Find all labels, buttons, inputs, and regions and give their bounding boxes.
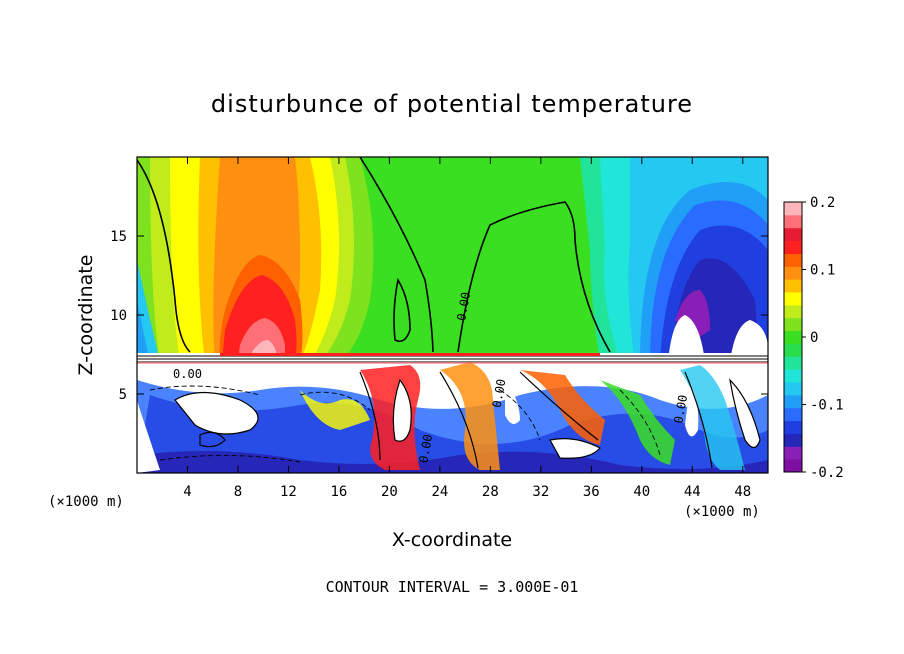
x-tick-label: 4	[183, 484, 191, 500]
contour-label: 0.00	[454, 291, 473, 322]
contour-label: 0.00	[416, 433, 435, 464]
colorbar-swatch	[784, 382, 802, 396]
colorbar-swatch	[784, 317, 802, 332]
lower-field	[137, 361, 768, 473]
x-tick-label: 48	[734, 484, 751, 500]
y-axis: 5 10 15	[110, 229, 768, 403]
colorbar-swatch	[784, 304, 802, 319]
boundary-band	[137, 353, 768, 364]
colorbar-swatch	[784, 446, 802, 460]
colorbar-swatch	[784, 459, 802, 473]
colorbar-tick-label: 0	[810, 330, 818, 346]
x-axis: 4 8 12 16 20 24 28 32 36 40 44 48	[183, 157, 751, 500]
y-tick-label: 15	[110, 229, 127, 245]
y-axis-label: Z-coordinate	[75, 255, 97, 376]
colorbar-swatch	[784, 227, 802, 242]
x-unit-left: (×1000 m)	[48, 494, 124, 510]
colorbar-swatch	[784, 240, 802, 254]
contour-label: 0.00	[490, 378, 509, 409]
plot-area: 0.00 0.00 0.00 0.00 0.00	[137, 157, 768, 473]
cold-edge-left	[137, 260, 160, 362]
colorbar-swatch	[784, 202, 802, 216]
x-tick-label: 8	[234, 484, 242, 500]
contour-interval-note: CONTOUR INTERVAL = 3.000E-01	[326, 578, 579, 596]
x-tick-label: 12	[280, 484, 297, 500]
colorbar-swatch	[784, 253, 802, 267]
x-tick-label: 16	[330, 484, 347, 500]
colorbar-tick-label: -0.2	[810, 465, 844, 481]
x-tick-label: 40	[633, 484, 650, 500]
colorbar-swatch	[784, 266, 802, 280]
x-tick-label: 36	[583, 484, 600, 500]
colorbar-swatch	[784, 407, 802, 422]
colorbar-swatch	[784, 330, 802, 344]
colorbar: 0.2 0.1 0 -0.1 -0.2	[783, 195, 844, 481]
x-axis-label: X-coordinate	[392, 529, 512, 551]
colorbar-swatch	[784, 279, 802, 293]
cold-anomaly-right	[580, 157, 768, 362]
contour-label: 0.00	[173, 367, 202, 381]
chart-title: disturbunce of potential temperature	[211, 90, 693, 118]
contour-labels: 0.00 0.00 0.00 0.00 0.00	[173, 291, 690, 464]
x-tick-label: 44	[684, 484, 701, 500]
colorbar-tick-label: -0.1	[810, 398, 844, 414]
colorbar-tick-label: 0.1	[810, 263, 835, 279]
colorbar-swatch	[784, 214, 802, 229]
colorbar-tick-label: 0.2	[810, 195, 835, 211]
colorbar-swatch	[784, 369, 802, 383]
zero-contours-upper	[137, 157, 611, 353]
y-tick-label: 10	[110, 308, 127, 324]
colorbar-swatch	[784, 292, 802, 306]
warm-anomaly-left	[137, 157, 374, 362]
x-tick-label: 24	[431, 484, 448, 500]
contour-label: 0.00	[671, 394, 690, 425]
colorbar-swatch	[784, 356, 802, 370]
colorbar-swatch	[784, 394, 802, 409]
x-unit-right: (×1000 m)	[684, 504, 760, 520]
y-tick-label: 5	[119, 387, 127, 403]
colorbar-swatch	[784, 343, 802, 357]
colorbar-swatch	[784, 420, 802, 434]
x-tick-label: 20	[381, 484, 398, 500]
x-tick-label: 32	[532, 484, 549, 500]
x-tick-label: 28	[482, 484, 499, 500]
colorbar-swatch	[784, 433, 802, 447]
